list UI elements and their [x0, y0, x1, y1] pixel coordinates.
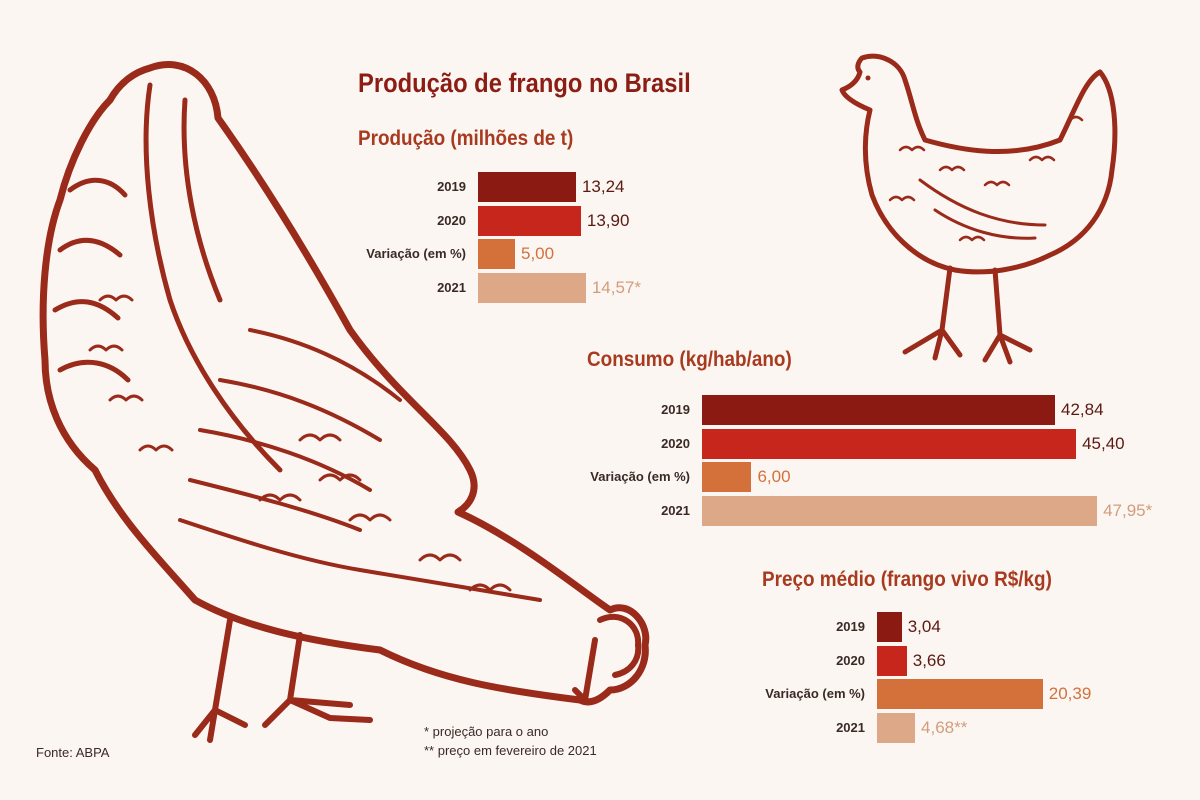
category-label: 2020: [437, 212, 466, 228]
bar-consumo-3: [702, 495, 1098, 526]
chart-title-producao: Produção (milhões de t): [358, 127, 574, 150]
value-label: 42,84: [1061, 400, 1104, 419]
category-label: 2019: [437, 179, 466, 194]
category-label: 2019: [661, 402, 690, 417]
page-title: Produção de frango no Brasil: [358, 68, 691, 98]
value-label: 14,57*: [591, 277, 641, 297]
category-label: Variação (em %): [590, 469, 690, 484]
bar-producao-0: [478, 172, 576, 202]
value-label: 3,66: [912, 650, 946, 670]
chart-title-consumo: Consumo (kg/hab/ano): [587, 348, 792, 371]
value-label: 13,90: [586, 210, 630, 230]
category-label: Variação (em %): [765, 686, 865, 701]
category-label: 2021: [437, 279, 466, 295]
bar-preco-3: [877, 712, 915, 743]
bar-preco-2: [877, 679, 1043, 709]
value-label: 3,04: [907, 617, 941, 636]
value-label: 20,39: [1048, 684, 1092, 703]
footnote-projection: * projeção para o ano: [424, 724, 549, 739]
footnote-price: ** preço em fevereiro de 2021: [424, 743, 597, 758]
chart-title-preco: Preço médio (frango vivo R$/kg): [762, 568, 1052, 591]
category-label: 2020: [836, 652, 865, 668]
bar-consumo-2: [702, 462, 752, 492]
value-label: 13,24: [581, 177, 625, 196]
bar-producao-3: [478, 272, 586, 303]
bar-producao-1: [478, 205, 581, 236]
category-label: 2020: [661, 435, 690, 451]
bar-preco-0: [877, 612, 902, 642]
category-label: 2021: [661, 502, 690, 518]
hen-standing-icon: [839, 53, 1118, 365]
bar-producao-2: [478, 239, 515, 269]
value-label: 4,68**: [921, 717, 968, 737]
value-label: 45,40: [1082, 433, 1125, 453]
bar-preco-1: [877, 645, 907, 676]
value-label: 5,00: [521, 244, 555, 263]
hen-pecking-icon: [39, 61, 650, 743]
value-label: 6,00: [757, 467, 791, 486]
category-label: 2021: [836, 719, 865, 735]
bar-consumo-1: [702, 428, 1077, 459]
bar-consumo-0: [702, 395, 1055, 425]
category-label: 2019: [836, 619, 865, 634]
source-note: Fonte: ABPA: [36, 745, 110, 760]
value-label: 47,95*: [1103, 500, 1153, 520]
category-label: Variação (em %): [366, 246, 466, 261]
